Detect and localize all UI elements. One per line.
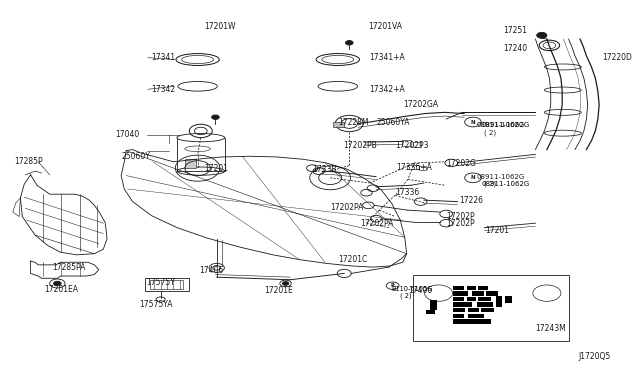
Bar xyxy=(452,291,468,296)
Text: ( 2): ( 2) xyxy=(400,292,412,299)
Bar xyxy=(505,296,513,303)
Text: 17336+A: 17336+A xyxy=(396,163,433,172)
Text: 17341: 17341 xyxy=(152,53,176,62)
Text: 17220D: 17220D xyxy=(602,53,632,62)
Bar xyxy=(150,280,183,289)
Text: 17226: 17226 xyxy=(459,196,483,205)
Bar xyxy=(401,140,411,146)
Text: 17201: 17201 xyxy=(486,226,509,235)
Text: 17285P: 17285P xyxy=(14,157,43,166)
Text: 17040: 17040 xyxy=(115,130,139,139)
Bar xyxy=(185,159,196,168)
Text: 08911-1062G: 08911-1062G xyxy=(482,122,530,128)
Bar xyxy=(468,314,484,318)
Bar xyxy=(452,302,472,307)
Bar xyxy=(333,122,344,127)
Bar xyxy=(481,308,494,312)
Text: 17285PA: 17285PA xyxy=(52,263,86,272)
Text: 17202PA: 17202PA xyxy=(360,219,394,228)
Circle shape xyxy=(346,41,353,45)
Text: 17406: 17406 xyxy=(408,286,432,295)
Circle shape xyxy=(537,32,547,38)
Text: 17341+A: 17341+A xyxy=(370,53,406,62)
Text: 17251: 17251 xyxy=(504,26,527,35)
Text: 17202GA: 17202GA xyxy=(403,100,438,109)
Text: 17406: 17406 xyxy=(199,266,223,275)
Bar xyxy=(413,275,569,341)
Text: 17202PA: 17202PA xyxy=(330,203,364,212)
Text: 08911-1062G: 08911-1062G xyxy=(477,122,525,128)
Text: N: N xyxy=(470,175,476,180)
Circle shape xyxy=(54,281,61,286)
Text: 17342: 17342 xyxy=(152,85,176,94)
Bar xyxy=(452,308,465,312)
Text: 17201C: 17201C xyxy=(338,255,367,264)
Bar xyxy=(478,286,488,290)
Text: N: N xyxy=(470,119,476,125)
Text: 17243M: 17243M xyxy=(536,324,566,333)
Bar xyxy=(430,300,436,310)
Text: 17201VA: 17201VA xyxy=(369,22,403,31)
Text: ( 2): ( 2) xyxy=(484,180,497,187)
Text: 17201E: 17201E xyxy=(264,286,293,295)
Bar xyxy=(496,296,502,307)
Bar xyxy=(486,291,499,296)
Bar xyxy=(452,314,464,318)
Text: 17201W: 17201W xyxy=(204,22,236,31)
Bar xyxy=(467,286,476,290)
Text: 17202P: 17202P xyxy=(446,212,475,221)
Text: 08911-1062G: 08911-1062G xyxy=(482,181,530,187)
Text: R: R xyxy=(390,283,395,288)
Bar xyxy=(426,310,435,314)
Text: 17202P3: 17202P3 xyxy=(395,141,429,150)
Text: 1733B: 1733B xyxy=(312,165,337,174)
Bar xyxy=(413,142,420,147)
Text: ( 2): ( 2) xyxy=(484,129,497,136)
Bar xyxy=(467,297,476,301)
Circle shape xyxy=(282,282,289,285)
Bar xyxy=(452,297,464,301)
Text: 17202PB: 17202PB xyxy=(343,141,377,150)
Text: 17575Y: 17575Y xyxy=(147,278,175,287)
Ellipse shape xyxy=(177,134,225,142)
Bar xyxy=(472,291,484,296)
Text: 17240: 17240 xyxy=(504,44,527,53)
Text: J1720Q5: J1720Q5 xyxy=(579,352,611,361)
Bar xyxy=(177,138,225,171)
Text: 17201EA: 17201EA xyxy=(45,285,79,294)
Circle shape xyxy=(212,115,220,119)
Text: 17228M: 17228M xyxy=(338,118,369,126)
Text: 17202P: 17202P xyxy=(446,219,475,228)
Text: 17336: 17336 xyxy=(395,188,419,197)
Text: 17201: 17201 xyxy=(204,164,228,173)
Bar xyxy=(406,165,419,169)
Bar xyxy=(468,308,479,312)
Text: 17202G: 17202G xyxy=(446,159,476,168)
Bar xyxy=(452,319,491,324)
Text: 17342+A: 17342+A xyxy=(370,85,406,94)
Bar xyxy=(477,302,493,307)
Bar xyxy=(419,166,426,170)
Text: B110-6105G: B110-6105G xyxy=(392,286,433,292)
Text: 25060YA: 25060YA xyxy=(376,118,410,126)
Text: 25060Y: 25060Y xyxy=(121,152,150,161)
Text: 08911-1062G: 08911-1062G xyxy=(477,174,525,180)
Bar xyxy=(478,297,491,301)
Bar xyxy=(452,286,464,290)
Text: 17575YA: 17575YA xyxy=(139,300,172,309)
Bar xyxy=(145,278,189,291)
